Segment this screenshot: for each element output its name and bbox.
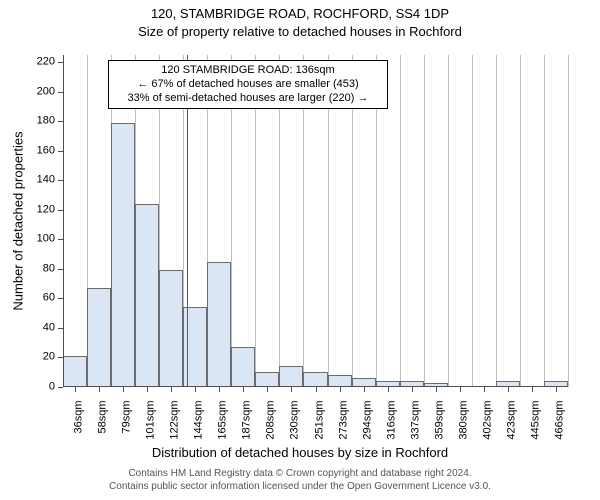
y-tick-label: 160 bbox=[23, 145, 55, 156]
y-tick bbox=[58, 269, 63, 270]
x-tick-label: 316sqm bbox=[386, 401, 397, 451]
y-tick-label: 40 bbox=[23, 322, 55, 333]
y-tick bbox=[58, 151, 63, 152]
y-tick bbox=[58, 121, 63, 122]
y-tick bbox=[58, 62, 63, 63]
x-tick bbox=[243, 387, 244, 392]
grid-line-vertical bbox=[520, 55, 521, 387]
x-tick bbox=[99, 387, 100, 392]
footer-line1: Contains HM Land Registry data © Crown c… bbox=[128, 468, 471, 479]
x-tick bbox=[75, 387, 76, 392]
x-tick-label: 208sqm bbox=[266, 401, 277, 451]
grid-line-vertical bbox=[448, 55, 449, 387]
x-tick-label: 251sqm bbox=[314, 401, 325, 451]
x-tick-label: 359sqm bbox=[434, 401, 445, 451]
histogram-bar bbox=[231, 347, 255, 387]
x-tick-label: 187sqm bbox=[242, 401, 253, 451]
x-tick-label: 402sqm bbox=[482, 401, 493, 451]
histogram-bar bbox=[135, 204, 159, 387]
x-tick bbox=[412, 387, 413, 392]
x-axis-label: Distribution of detached houses by size … bbox=[0, 445, 600, 460]
x-tick bbox=[508, 387, 509, 392]
y-tick bbox=[58, 298, 63, 299]
histogram-bar bbox=[255, 372, 279, 387]
y-tick-label: 220 bbox=[23, 57, 55, 68]
histogram-bar bbox=[207, 262, 231, 387]
y-tick-label: 60 bbox=[23, 293, 55, 304]
x-tick bbox=[316, 387, 317, 392]
x-tick-label: 466sqm bbox=[554, 401, 565, 451]
y-tick-label: 20 bbox=[23, 352, 55, 363]
y-tick-label: 120 bbox=[23, 204, 55, 215]
x-tick-label: 79sqm bbox=[122, 401, 133, 451]
chart-plot-area: 02040608010012014016018020022036sqm58sqm… bbox=[63, 55, 568, 387]
histogram-bar bbox=[87, 288, 111, 387]
y-tick bbox=[58, 210, 63, 211]
histogram-bar bbox=[279, 366, 303, 387]
y-tick bbox=[58, 180, 63, 181]
grid-line-vertical bbox=[400, 55, 401, 387]
annotation-line: 33% of semi-detached houses are larger (… bbox=[128, 92, 369, 104]
x-tick-label: 337sqm bbox=[410, 401, 421, 451]
grid-line-vertical bbox=[424, 55, 425, 387]
x-tick bbox=[484, 387, 485, 392]
chart-title-line2: Size of property relative to detached ho… bbox=[0, 24, 600, 39]
x-tick bbox=[436, 387, 437, 392]
x-tick bbox=[460, 387, 461, 392]
y-tick bbox=[58, 328, 63, 329]
histogram-bar bbox=[111, 123, 135, 387]
x-tick-label: 122sqm bbox=[170, 401, 181, 451]
x-tick bbox=[195, 387, 196, 392]
y-tick bbox=[58, 92, 63, 93]
x-tick-label: 36sqm bbox=[74, 401, 85, 451]
histogram-bar bbox=[303, 372, 327, 387]
grid-line-vertical bbox=[496, 55, 497, 387]
y-tick-label: 200 bbox=[23, 86, 55, 97]
annotation-box: 120 STAMBRIDGE ROAD: 136sqm ← 67% of deta… bbox=[108, 60, 388, 109]
y-axis-label: Number of detached properties bbox=[11, 131, 26, 310]
annotation-line: ← 67% of detached houses are smaller (45… bbox=[137, 78, 358, 90]
y-tick-label: 180 bbox=[23, 116, 55, 127]
x-tick bbox=[388, 387, 389, 392]
annotation-line: 120 STAMBRIDGE ROAD: 136sqm bbox=[161, 64, 334, 76]
x-tick-label: 380sqm bbox=[458, 401, 469, 451]
x-tick-label: 165sqm bbox=[218, 401, 229, 451]
x-tick bbox=[340, 387, 341, 392]
x-tick-label: 423sqm bbox=[506, 401, 517, 451]
x-tick-label: 101sqm bbox=[146, 401, 157, 451]
y-tick bbox=[58, 387, 63, 388]
y-tick-label: 80 bbox=[23, 263, 55, 274]
x-tick bbox=[364, 387, 365, 392]
histogram-bar bbox=[159, 270, 183, 387]
histogram-bar bbox=[63, 356, 87, 387]
x-tick-label: 144sqm bbox=[194, 401, 205, 451]
y-tick bbox=[58, 357, 63, 358]
x-tick bbox=[532, 387, 533, 392]
y-tick-label: 100 bbox=[23, 234, 55, 245]
grid-line-vertical bbox=[472, 55, 473, 387]
x-tick bbox=[267, 387, 268, 392]
grid-line-vertical bbox=[544, 55, 545, 387]
chart-title-line1: 120, STAMBRIDGE ROAD, ROCHFORD, SS4 1DP bbox=[0, 6, 600, 21]
x-tick bbox=[123, 387, 124, 392]
y-tick-label: 0 bbox=[23, 382, 55, 393]
x-tick-label: 273sqm bbox=[338, 401, 349, 451]
footer-line2: Contains public sector information licen… bbox=[109, 481, 491, 492]
y-tick bbox=[58, 239, 63, 240]
x-tick bbox=[556, 387, 557, 392]
x-tick bbox=[147, 387, 148, 392]
x-tick-label: 294sqm bbox=[362, 401, 373, 451]
x-tick bbox=[171, 387, 172, 392]
x-tick bbox=[219, 387, 220, 392]
x-tick bbox=[291, 387, 292, 392]
footer-attribution: Contains HM Land Registry data © Crown c… bbox=[0, 468, 600, 493]
y-tick-label: 140 bbox=[23, 175, 55, 186]
grid-line-vertical bbox=[568, 55, 569, 387]
y-axis-line bbox=[63, 55, 64, 387]
x-tick-label: 445sqm bbox=[530, 401, 541, 451]
x-tick-label: 230sqm bbox=[290, 401, 301, 451]
x-tick-label: 58sqm bbox=[98, 401, 109, 451]
